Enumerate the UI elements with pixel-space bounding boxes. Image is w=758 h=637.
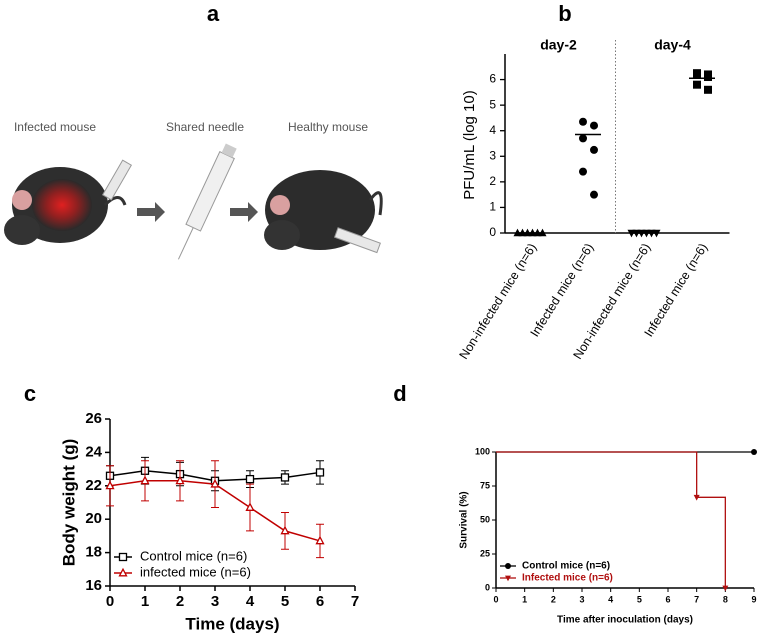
x-tick-label: 7 bbox=[694, 594, 699, 604]
x-tick-label: 5 bbox=[281, 593, 289, 610]
y-tick-label: 75 bbox=[480, 480, 490, 490]
x-tick-label: 6 bbox=[665, 594, 670, 604]
legend-label: infected mice (n=6) bbox=[140, 564, 251, 579]
marker bbox=[704, 73, 712, 82]
marker bbox=[579, 134, 587, 143]
x-tick-label: Infected mice (n=6) bbox=[528, 241, 597, 339]
panel-label: d bbox=[393, 381, 406, 406]
x-tick-label: Infected mice (n=6) bbox=[642, 241, 711, 339]
marker bbox=[590, 190, 598, 199]
y-tick-label: 20 bbox=[85, 510, 102, 527]
caption: Infected mouse bbox=[14, 120, 96, 134]
x-tick-label: 2 bbox=[176, 593, 184, 610]
x-tick-label: Non-infected mice (n=6) bbox=[457, 241, 540, 362]
y-tick-label: 50 bbox=[480, 514, 490, 524]
x-tick-label: 9 bbox=[751, 594, 756, 604]
x-axis-label: Time after inoculation (days) bbox=[557, 615, 693, 626]
x-tick-label: 8 bbox=[723, 594, 728, 604]
y-tick-label: 26 bbox=[85, 410, 102, 427]
x-tick-label: 3 bbox=[211, 593, 219, 610]
panel-label: a bbox=[207, 1, 220, 26]
legend-marker bbox=[118, 567, 128, 577]
marker bbox=[245, 502, 255, 511]
x-tick-label: 0 bbox=[106, 593, 114, 610]
legend-label: Infected mice (n=6) bbox=[522, 573, 613, 584]
legend-label: Control mice (n=6) bbox=[522, 561, 610, 572]
y-tick-label: 1 bbox=[489, 200, 496, 214]
marker bbox=[693, 494, 700, 501]
y-tick-label: 16 bbox=[85, 577, 102, 594]
syringe bbox=[177, 143, 237, 260]
x-tick-label: 4 bbox=[608, 594, 613, 604]
x-tick-label: 7 bbox=[351, 593, 359, 610]
x-tick-label: 0 bbox=[493, 594, 498, 604]
x-tick-label: 2 bbox=[551, 594, 556, 604]
marker bbox=[105, 480, 115, 490]
x-tick-label: 1 bbox=[141, 593, 149, 610]
legend-marker bbox=[505, 575, 511, 582]
x-tick-label: 5 bbox=[637, 594, 642, 604]
y-tick-label: 5 bbox=[489, 97, 496, 111]
x-tick-label: 4 bbox=[246, 593, 255, 610]
marker bbox=[579, 167, 587, 176]
y-axis-label: PFU/mL (log 10) bbox=[461, 90, 478, 199]
marker bbox=[245, 474, 255, 484]
x-axis-label: Time (days) bbox=[185, 614, 279, 633]
x-tick-label: 1 bbox=[522, 594, 527, 604]
marker bbox=[140, 475, 150, 485]
marker bbox=[590, 145, 598, 154]
marker bbox=[693, 80, 701, 89]
y-tick-label: 6 bbox=[489, 72, 496, 86]
group-label: day-2 bbox=[540, 37, 577, 53]
marker bbox=[704, 85, 712, 94]
caption: Healthy mouse bbox=[288, 120, 368, 134]
marker bbox=[751, 449, 757, 455]
infected-mouse bbox=[4, 159, 133, 245]
y-tick-label: 4 bbox=[489, 123, 496, 137]
group-label: day-4 bbox=[654, 37, 691, 53]
healthy-mouse bbox=[264, 170, 383, 254]
panel-label: b bbox=[558, 1, 571, 26]
y-axis-label: Survival (%) bbox=[459, 491, 470, 548]
marker bbox=[280, 525, 290, 535]
arrow bbox=[137, 202, 165, 222]
x-tick-label: 3 bbox=[579, 594, 584, 604]
panel-label: c bbox=[24, 381, 36, 406]
y-tick-label: 24 bbox=[85, 443, 102, 460]
y-tick-label: 2 bbox=[489, 174, 496, 188]
y-tick-label: 22 bbox=[85, 477, 102, 494]
legend-label: Control mice (n=6) bbox=[140, 548, 247, 563]
y-tick-label: 0 bbox=[485, 582, 490, 592]
y-tick-label: 0 bbox=[489, 225, 496, 239]
y-axis-label: Body weight (g) bbox=[59, 439, 78, 566]
caption: Shared needle bbox=[166, 120, 244, 134]
marker bbox=[693, 70, 701, 79]
marker bbox=[722, 585, 729, 592]
y-tick-label: 100 bbox=[475, 446, 490, 456]
y-tick-label: 18 bbox=[85, 544, 102, 561]
illustration: a Infected mouse Shared needle Healthy m… bbox=[4, 1, 383, 260]
marker bbox=[210, 478, 220, 488]
y-tick-label: 3 bbox=[489, 148, 496, 162]
legend-marker bbox=[505, 563, 511, 569]
arrow bbox=[230, 202, 258, 222]
y-tick-label: 25 bbox=[480, 548, 490, 558]
marker bbox=[315, 535, 325, 545]
marker bbox=[175, 475, 185, 485]
marker bbox=[579, 117, 587, 126]
marker bbox=[590, 121, 598, 130]
marker bbox=[315, 468, 325, 477]
marker bbox=[280, 473, 290, 482]
x-tick-label: 6 bbox=[316, 593, 324, 610]
legend-marker bbox=[118, 552, 128, 562]
